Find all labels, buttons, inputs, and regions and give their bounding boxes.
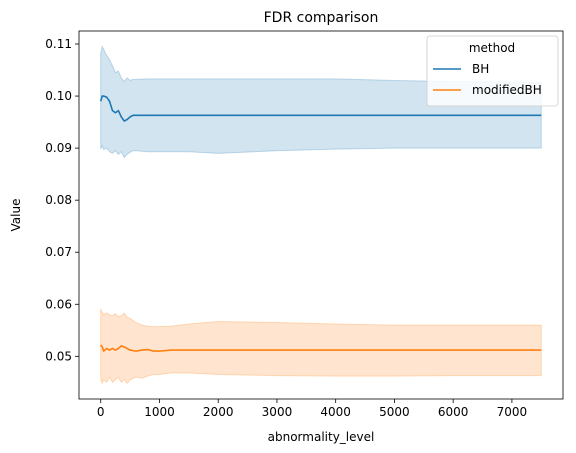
y-axis: 0.05 0.06 0.07 0.08 0.09 0.10 0.11 — [45, 37, 79, 363]
legend-title: method — [469, 41, 515, 55]
confidence-bands — [100, 45, 542, 385]
x-tick-label: 2000 — [203, 405, 234, 419]
y-tick-label: 0.11 — [45, 37, 72, 51]
y-tick-label: 0.10 — [45, 89, 72, 103]
legend: method BH modifiedBH — [426, 35, 559, 107]
x-tick-label: 4000 — [320, 405, 351, 419]
x-axis-label: abnormality_level — [268, 430, 375, 444]
legend-box — [426, 35, 559, 107]
x-tick-label: 0 — [97, 405, 105, 419]
y-tick-label: 0.09 — [45, 141, 72, 155]
y-tick-label: 0.08 — [45, 193, 72, 207]
y-tick-label: 0.06 — [45, 297, 72, 311]
band-modifiedBH — [100, 307, 542, 385]
series-lines — [99, 95, 542, 352]
plot-frame — [78, 30, 564, 400]
x-tick-label: 7000 — [497, 405, 528, 419]
y-axis-label: Value — [9, 199, 23, 232]
y-tick-label: 0.05 — [45, 349, 72, 363]
x-tick-label: 5000 — [379, 405, 410, 419]
x-axis: 0 1000 2000 3000 4000 5000 6000 7000 — [97, 399, 527, 419]
x-tick-label: 3000 — [262, 405, 293, 419]
series-line-BH — [99, 95, 542, 122]
x-tick-label: 6000 — [438, 405, 469, 419]
band-BH — [100, 45, 542, 159]
chart-title: FDR comparison — [264, 10, 379, 26]
legend-label-modifiedBH: modifiedBH — [472, 83, 542, 97]
series-line-modifiedBH — [100, 344, 542, 352]
x-tick-label: 1000 — [144, 405, 175, 419]
y-tick-label: 0.07 — [45, 245, 72, 259]
legend-label-BH: BH — [472, 62, 489, 76]
